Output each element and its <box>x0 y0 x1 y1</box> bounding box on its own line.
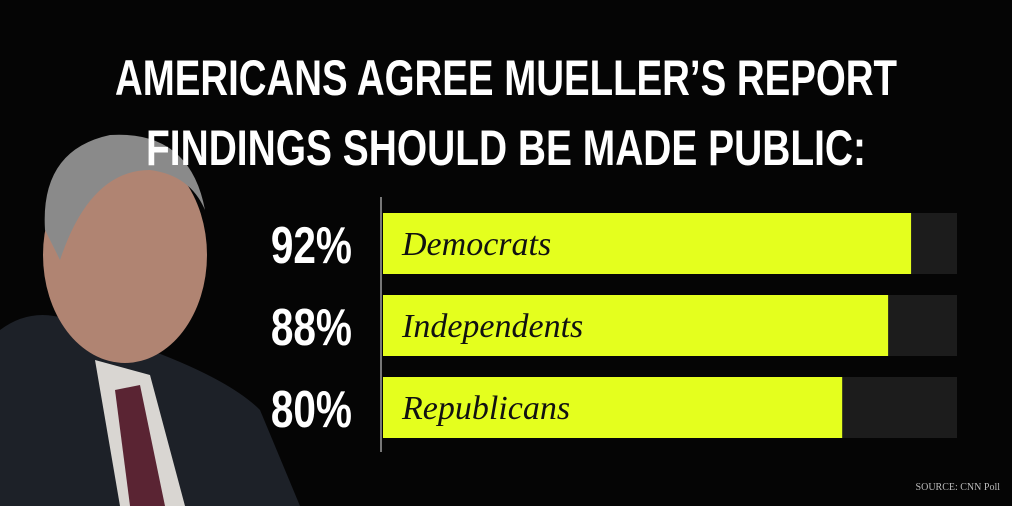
value-label: 92% <box>271 216 352 274</box>
chart-title: AMERICANS AGREE MUELLER’S REPORT <box>115 50 897 106</box>
bar <box>383 213 912 274</box>
category-label: Republicans <box>401 390 570 427</box>
category-label: Democrats <box>401 226 551 263</box>
tie <box>115 385 165 506</box>
portrait <box>0 134 300 506</box>
bar <box>383 295 889 356</box>
value-label: 88% <box>271 298 352 356</box>
source: SOURCE: CNN Poll <box>916 482 1001 493</box>
category-label: Independents <box>401 308 583 345</box>
hair <box>44 134 205 260</box>
chart-title: FINDINGS SHOULD BE MADE PUBLIC: <box>146 120 866 176</box>
bar <box>383 377 843 438</box>
value-label: 80% <box>271 380 352 438</box>
